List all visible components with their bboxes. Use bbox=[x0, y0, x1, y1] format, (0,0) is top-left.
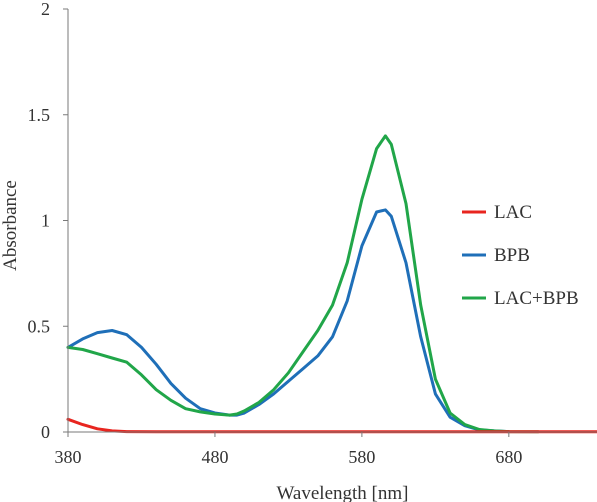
x-axis-title: Wavelength [nm] bbox=[277, 483, 409, 502]
y-tick-label: 0 bbox=[41, 422, 50, 442]
series-line-lac-bpb bbox=[66, 134, 540, 434]
x-tick-label: 580 bbox=[348, 447, 375, 467]
y-tick-label: 1 bbox=[41, 211, 50, 231]
y-axis-title: Absorbance bbox=[0, 180, 21, 271]
x-ticks: 380 480 580 680 bbox=[55, 432, 522, 467]
y-tick-label: 1.5 bbox=[28, 105, 51, 125]
y-tick-label: 0.5 bbox=[28, 316, 51, 336]
y-ticks: 0 0.5 1 1.5 2 bbox=[28, 0, 68, 442]
legend-label: LAC+BPB bbox=[494, 288, 579, 309]
y-tick-label: 2 bbox=[41, 0, 50, 19]
x-tick-label: 680 bbox=[495, 447, 522, 467]
x-tick-label: 380 bbox=[55, 447, 82, 467]
series-line-lac bbox=[66, 417, 597, 434]
legend: LAC BPB LAC+BPB bbox=[462, 202, 579, 309]
legend-label: LAC bbox=[494, 202, 532, 223]
series-line-bpb bbox=[66, 208, 511, 434]
legend-label: BPB bbox=[494, 245, 530, 266]
x-tick-label: 480 bbox=[201, 447, 228, 467]
plot-lines bbox=[66, 134, 597, 434]
